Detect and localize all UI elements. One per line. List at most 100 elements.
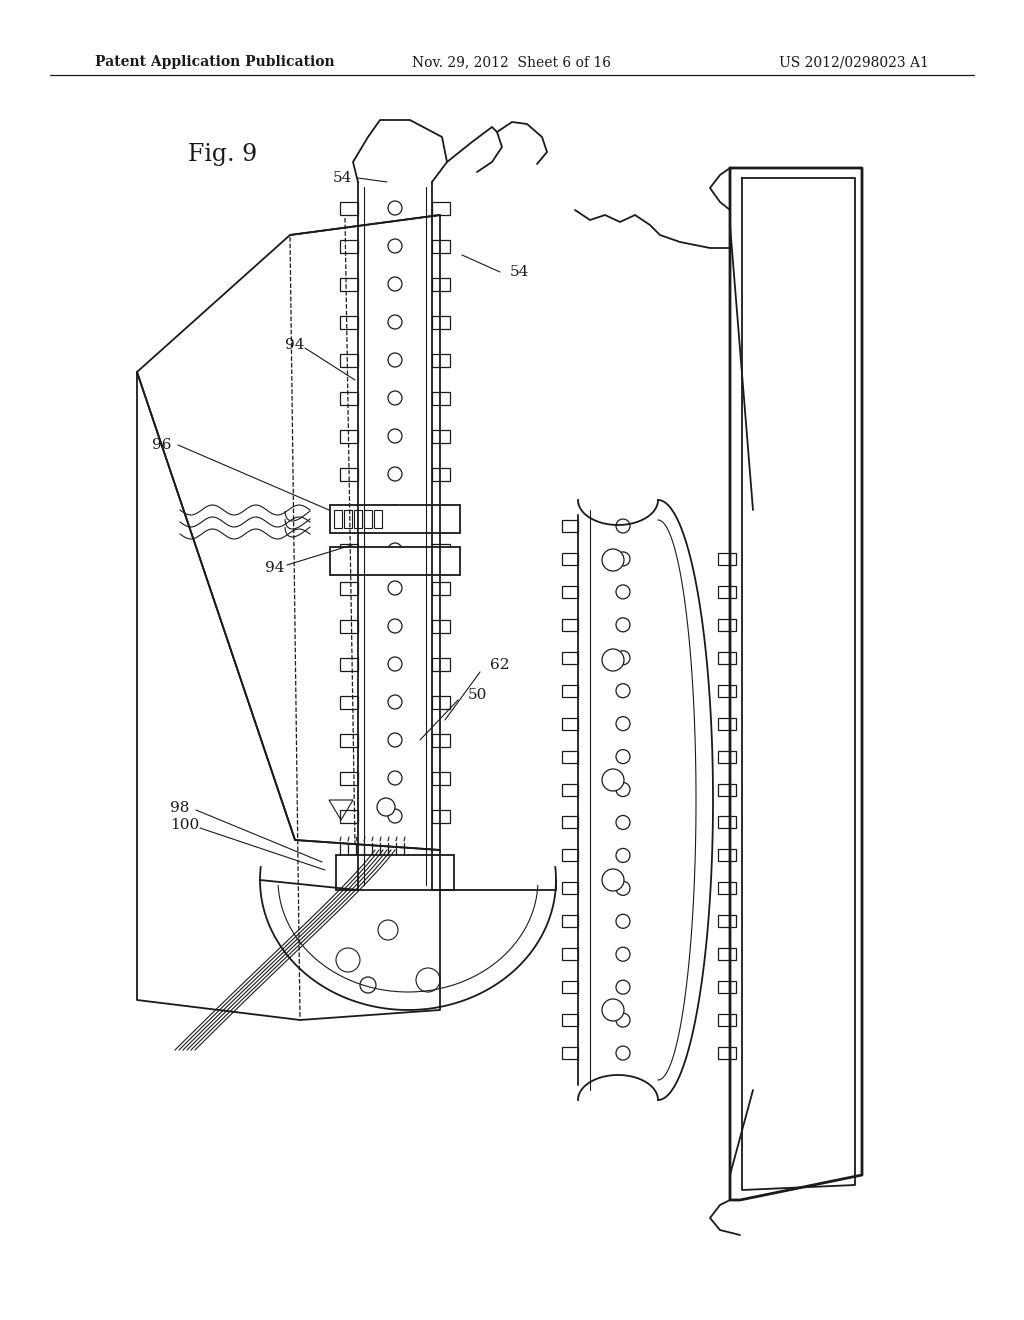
Circle shape bbox=[388, 315, 402, 329]
Text: 50: 50 bbox=[468, 688, 487, 702]
Circle shape bbox=[616, 1014, 630, 1027]
Bar bbox=[562, 915, 578, 927]
Bar bbox=[340, 315, 358, 329]
Bar bbox=[432, 240, 450, 253]
Circle shape bbox=[377, 799, 395, 816]
Circle shape bbox=[416, 968, 440, 993]
Circle shape bbox=[388, 696, 402, 709]
Circle shape bbox=[616, 882, 630, 895]
Bar bbox=[340, 430, 358, 444]
Bar bbox=[562, 751, 578, 763]
Circle shape bbox=[616, 684, 630, 698]
Bar bbox=[718, 784, 736, 796]
Bar bbox=[562, 685, 578, 697]
Bar bbox=[718, 1047, 736, 1059]
Circle shape bbox=[616, 915, 630, 928]
Bar bbox=[340, 696, 358, 709]
Circle shape bbox=[388, 733, 402, 747]
Text: 100: 100 bbox=[170, 818, 200, 832]
Bar bbox=[718, 751, 736, 763]
Bar bbox=[432, 657, 450, 671]
Text: 94: 94 bbox=[265, 561, 285, 576]
Text: 98: 98 bbox=[170, 801, 189, 814]
Circle shape bbox=[388, 657, 402, 671]
Bar bbox=[340, 240, 358, 253]
Bar bbox=[340, 810, 358, 822]
Bar bbox=[562, 817, 578, 829]
Circle shape bbox=[378, 920, 398, 940]
Circle shape bbox=[388, 429, 402, 444]
Text: 62: 62 bbox=[490, 657, 510, 672]
Bar bbox=[562, 520, 578, 532]
Bar bbox=[334, 510, 342, 528]
Bar bbox=[340, 772, 358, 785]
Circle shape bbox=[616, 816, 630, 829]
Bar bbox=[432, 620, 450, 634]
Circle shape bbox=[360, 977, 376, 993]
Bar bbox=[364, 510, 372, 528]
Circle shape bbox=[616, 1045, 630, 1060]
Text: 94: 94 bbox=[285, 338, 304, 352]
Bar bbox=[340, 734, 358, 747]
Bar bbox=[340, 354, 358, 367]
Bar bbox=[432, 506, 450, 519]
Bar bbox=[374, 510, 382, 528]
Bar bbox=[718, 553, 736, 565]
Circle shape bbox=[616, 750, 630, 763]
Circle shape bbox=[616, 519, 630, 533]
Bar bbox=[340, 279, 358, 290]
Bar bbox=[330, 546, 460, 576]
Circle shape bbox=[616, 618, 630, 632]
Text: 54: 54 bbox=[510, 265, 529, 279]
Bar bbox=[340, 544, 358, 557]
Bar bbox=[330, 506, 460, 533]
Bar bbox=[432, 772, 450, 785]
Bar bbox=[562, 619, 578, 631]
Bar bbox=[340, 620, 358, 634]
Bar bbox=[562, 1014, 578, 1026]
Bar bbox=[562, 586, 578, 598]
Circle shape bbox=[388, 239, 402, 253]
Bar bbox=[718, 652, 736, 664]
Bar bbox=[432, 279, 450, 290]
Bar bbox=[336, 855, 454, 890]
Text: US 2012/0298023 A1: US 2012/0298023 A1 bbox=[779, 55, 929, 69]
Circle shape bbox=[602, 869, 624, 891]
Circle shape bbox=[602, 649, 624, 671]
Circle shape bbox=[616, 651, 630, 665]
Bar bbox=[432, 202, 450, 215]
Circle shape bbox=[388, 506, 402, 519]
Circle shape bbox=[602, 549, 624, 572]
Bar bbox=[718, 948, 736, 960]
Bar bbox=[340, 657, 358, 671]
Circle shape bbox=[616, 783, 630, 796]
Text: Patent Application Publication: Patent Application Publication bbox=[95, 55, 335, 69]
Circle shape bbox=[616, 981, 630, 994]
Circle shape bbox=[388, 467, 402, 480]
Circle shape bbox=[388, 771, 402, 785]
Bar bbox=[718, 817, 736, 829]
Bar bbox=[344, 510, 352, 528]
Bar bbox=[718, 981, 736, 993]
Circle shape bbox=[388, 352, 402, 367]
Bar bbox=[432, 430, 450, 444]
Circle shape bbox=[616, 849, 630, 862]
Circle shape bbox=[388, 619, 402, 634]
Circle shape bbox=[388, 201, 402, 215]
Bar bbox=[340, 392, 358, 405]
Bar bbox=[718, 882, 736, 895]
Bar bbox=[432, 734, 450, 747]
Bar bbox=[562, 981, 578, 993]
Bar bbox=[718, 849, 736, 862]
Bar bbox=[432, 582, 450, 595]
Circle shape bbox=[616, 585, 630, 599]
Bar bbox=[340, 582, 358, 595]
Circle shape bbox=[616, 552, 630, 566]
Bar bbox=[340, 506, 358, 519]
Bar bbox=[562, 882, 578, 895]
Text: Fig. 9: Fig. 9 bbox=[188, 144, 257, 166]
Bar bbox=[432, 315, 450, 329]
Circle shape bbox=[616, 717, 630, 731]
Bar bbox=[340, 202, 358, 215]
Text: 96: 96 bbox=[152, 438, 171, 451]
